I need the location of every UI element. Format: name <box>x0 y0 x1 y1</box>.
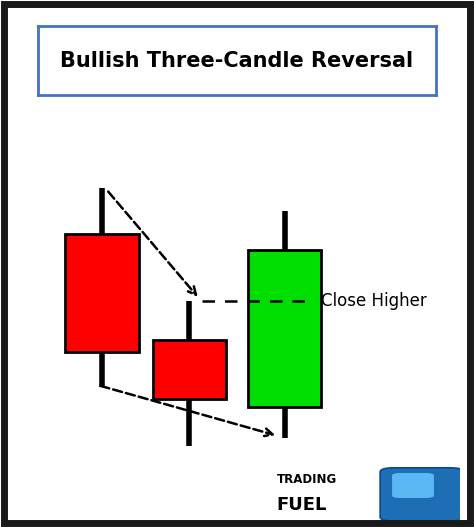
FancyBboxPatch shape <box>380 468 464 521</box>
Bar <box>248 250 321 407</box>
Text: Close Higher: Close Higher <box>321 292 427 310</box>
FancyBboxPatch shape <box>392 473 434 498</box>
Text: Bullish Three-Candle Reversal: Bullish Three-Candle Reversal <box>61 51 413 71</box>
Bar <box>65 235 138 352</box>
Text: FUEL: FUEL <box>277 496 327 514</box>
Bar <box>153 340 226 399</box>
Text: TRADING: TRADING <box>277 473 337 486</box>
